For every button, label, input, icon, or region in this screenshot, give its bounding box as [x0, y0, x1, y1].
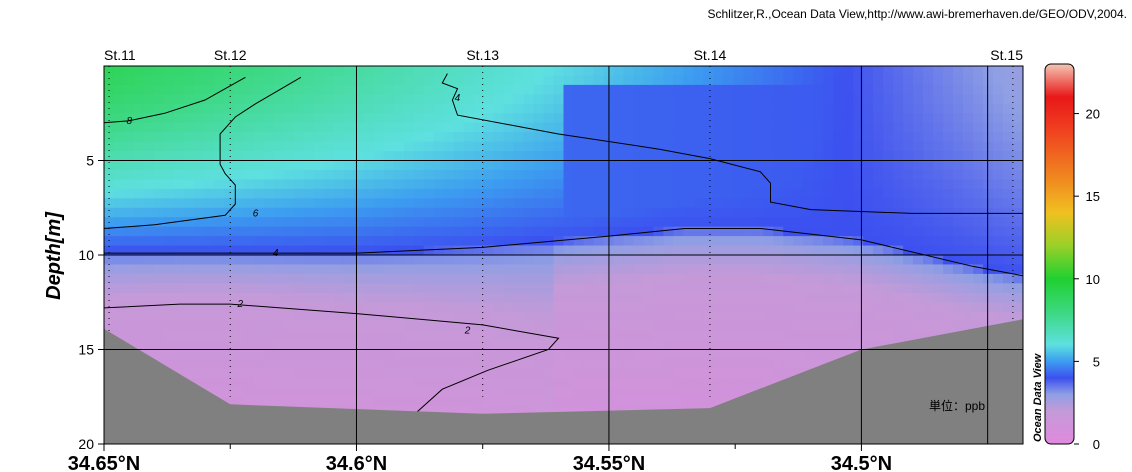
colorbar: 0 5 10 15 20 [1044, 63, 1100, 452]
x-tick-label: 34.65°N [68, 453, 141, 472]
contour-lines: 8 6 4 4 2 2 [104, 73, 1023, 413]
y-axis-label: Depth[m] [43, 211, 65, 300]
y-tick-label: 15 [78, 342, 94, 358]
contour-line-2 [104, 303, 560, 413]
contour-label: 8 [126, 116, 132, 127]
colorbar-tick-label: 5 [1093, 354, 1100, 369]
contour-label: 2 [237, 299, 244, 310]
contour-line-6 [104, 76, 302, 229]
seafloor-terrain [104, 319, 1023, 444]
colorbar-tick-label: 20 [1086, 107, 1100, 122]
y-tick-label: 5 [86, 153, 94, 169]
y-tick-label: 20 [78, 436, 94, 452]
station-label: St.15 [990, 47, 1023, 63]
station-label: St.12 [214, 47, 247, 63]
unit-label: 単位：ppb [929, 398, 985, 413]
seafloor [104, 319, 1023, 444]
grid-lines [104, 66, 1023, 444]
contour-label: 4 [455, 93, 461, 104]
x-tick-label: 34.5°N [831, 453, 892, 472]
brand-label: Ocean Data View [1032, 352, 1044, 442]
colorbar-tick-label: 15 [1086, 189, 1100, 204]
contour-label: 2 [464, 326, 471, 337]
colorbar-scale [1044, 63, 1075, 445]
station-casts: St.11 St.12 St.13 St.14 St.15 [104, 47, 1023, 397]
x-tick-label: 34.55°N [573, 453, 646, 472]
colorbar-tick-label: 10 [1086, 272, 1100, 287]
station-label: St.13 [466, 47, 499, 63]
colorbar-tick-label: 0 [1093, 437, 1100, 452]
credit-text: Schlitzer,R.,Ocean Data View,http://www.… [707, 7, 1127, 21]
y-tick-label: 10 [78, 247, 94, 263]
contour-line-4 [104, 228, 1023, 277]
station-label: St.14 [694, 47, 727, 63]
station-label: St.11 [104, 47, 136, 63]
contour-label: 6 [253, 208, 259, 219]
x-tick-label: 34.6°N [326, 453, 387, 472]
contour-line-8 [104, 76, 246, 124]
contour-line-4 [441, 73, 1023, 214]
contour-label: 4 [273, 248, 279, 259]
